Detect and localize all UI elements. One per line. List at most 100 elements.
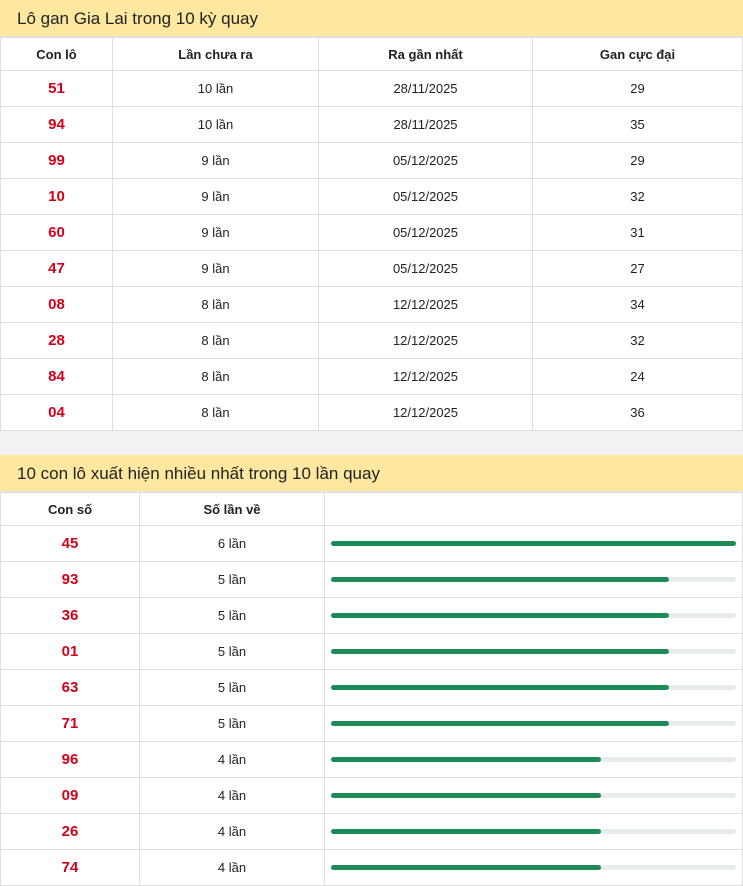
progress-bar bbox=[331, 757, 736, 762]
lo-number: 36 bbox=[0, 597, 140, 634]
bar-cell bbox=[324, 633, 743, 670]
table-cell: 10 lần bbox=[112, 106, 319, 143]
table-cell: 9 lần bbox=[112, 250, 319, 287]
column-header: Con số bbox=[0, 492, 140, 526]
table-cell: 9 lần bbox=[112, 178, 319, 215]
bar-cell bbox=[324, 849, 743, 886]
section-gap bbox=[0, 431, 743, 455]
table-row: 01 5 lần bbox=[0, 633, 743, 670]
lo-number: 60 bbox=[0, 214, 113, 251]
progress-bar bbox=[331, 541, 736, 546]
count-label: 5 lần bbox=[139, 633, 325, 670]
table-row: 84 8 lần 12/12/2025 24 bbox=[0, 358, 743, 395]
lo-number: 26 bbox=[0, 813, 140, 850]
lo-number: 99 bbox=[0, 142, 113, 179]
lo-number: 71 bbox=[0, 705, 140, 742]
progress-fill bbox=[331, 685, 669, 690]
lo-number: 84 bbox=[0, 358, 113, 395]
progress-fill bbox=[331, 865, 601, 870]
lo-number: 28 bbox=[0, 322, 113, 359]
table-row: 04 8 lần 12/12/2025 36 bbox=[0, 394, 743, 431]
progress-fill bbox=[331, 829, 601, 834]
count-label: 6 lần bbox=[139, 525, 325, 562]
lo-number: 47 bbox=[0, 250, 113, 287]
column-header: Lần chưa ra bbox=[112, 37, 319, 71]
table-cell: 8 lần bbox=[112, 358, 319, 395]
table-row: 10 9 lần 05/12/2025 32 bbox=[0, 178, 743, 215]
table-row: 26 4 lần bbox=[0, 813, 743, 850]
column-header bbox=[324, 492, 743, 526]
bar-cell bbox=[324, 705, 743, 742]
table-cell: 32 bbox=[532, 322, 743, 359]
table-cell: 12/12/2025 bbox=[318, 322, 533, 359]
table-cell: 31 bbox=[532, 214, 743, 251]
progress-bar bbox=[331, 685, 736, 690]
table-cell: 12/12/2025 bbox=[318, 286, 533, 323]
table-row: 45 6 lần bbox=[0, 525, 743, 562]
table-cell: 28/11/2025 bbox=[318, 106, 533, 143]
table-row: 93 5 lần bbox=[0, 561, 743, 598]
table-row: 63 5 lần bbox=[0, 669, 743, 706]
table-cell: 12/12/2025 bbox=[318, 394, 533, 431]
progress-bar bbox=[331, 577, 736, 582]
table-row: 09 4 lần bbox=[0, 777, 743, 814]
column-header: Ra gần nhất bbox=[318, 37, 533, 71]
count-label: 4 lần bbox=[139, 849, 325, 886]
progress-fill bbox=[331, 613, 669, 618]
lo-number: 93 bbox=[0, 561, 140, 598]
lo-number: 51 bbox=[0, 70, 113, 107]
lo-gan-title: Lô gan Gia Lai trong 10 kỳ quay bbox=[0, 0, 743, 37]
table-cell: 05/12/2025 bbox=[318, 142, 533, 179]
bar-cell bbox=[324, 669, 743, 706]
progress-fill bbox=[331, 649, 669, 654]
column-header: Gan cực đại bbox=[532, 37, 743, 71]
frequency-section: 10 con lô xuất hiện nhiều nhất trong 10 … bbox=[0, 455, 743, 886]
table-row: 47 9 lần 05/12/2025 27 bbox=[0, 250, 743, 287]
table-cell: 9 lần bbox=[112, 142, 319, 179]
count-label: 5 lần bbox=[139, 705, 325, 742]
count-label: 5 lần bbox=[139, 597, 325, 634]
lo-number: 10 bbox=[0, 178, 113, 215]
count-label: 4 lần bbox=[139, 741, 325, 778]
progress-fill bbox=[331, 793, 601, 798]
table-cell: 34 bbox=[532, 286, 743, 323]
table-cell: 8 lần bbox=[112, 394, 319, 431]
table-row: 96 4 lần bbox=[0, 741, 743, 778]
lo-number: 45 bbox=[0, 525, 140, 562]
column-header: Số lần về bbox=[139, 492, 325, 526]
table-cell: 29 bbox=[532, 142, 743, 179]
bar-cell bbox=[324, 777, 743, 814]
lo-number: 09 bbox=[0, 777, 140, 814]
table-cell: 8 lần bbox=[112, 322, 319, 359]
bar-cell bbox=[324, 741, 743, 778]
progress-bar bbox=[331, 649, 736, 654]
table-cell: 29 bbox=[532, 70, 743, 107]
table-row: 08 8 lần 12/12/2025 34 bbox=[0, 286, 743, 323]
lo-number: 01 bbox=[0, 633, 140, 670]
count-label: 5 lần bbox=[139, 561, 325, 598]
table-cell: 35 bbox=[532, 106, 743, 143]
table-row: 94 10 lần 28/11/2025 35 bbox=[0, 106, 743, 143]
table-cell: 05/12/2025 bbox=[318, 250, 533, 287]
bar-cell bbox=[324, 561, 743, 598]
table-cell: 9 lần bbox=[112, 214, 319, 251]
lo-number: 96 bbox=[0, 741, 140, 778]
table-cell: 12/12/2025 bbox=[318, 358, 533, 395]
progress-bar bbox=[331, 865, 736, 870]
table-row: 60 9 lần 05/12/2025 31 bbox=[0, 214, 743, 251]
table-row: 36 5 lần bbox=[0, 597, 743, 634]
table-cell: 10 lần bbox=[112, 70, 319, 107]
table-cell: 36 bbox=[532, 394, 743, 431]
progress-bar bbox=[331, 613, 736, 618]
table-cell: 24 bbox=[532, 358, 743, 395]
lo-number: 94 bbox=[0, 106, 113, 143]
progress-bar bbox=[331, 721, 736, 726]
lo-gan-table: Con lô Lần chưa ra Ra gần nhất Gan cực đại … bbox=[0, 37, 743, 431]
frequency-table: Con số Số lần về 45 6 lần 93 5 lần 36 5 lần 01 5… bbox=[0, 492, 743, 886]
count-label: 4 lần bbox=[139, 813, 325, 850]
lo-number: 74 bbox=[0, 849, 140, 886]
progress-fill bbox=[331, 757, 601, 762]
table-cell: 27 bbox=[532, 250, 743, 287]
table-row: 71 5 lần bbox=[0, 705, 743, 742]
lo-number: 08 bbox=[0, 286, 113, 323]
